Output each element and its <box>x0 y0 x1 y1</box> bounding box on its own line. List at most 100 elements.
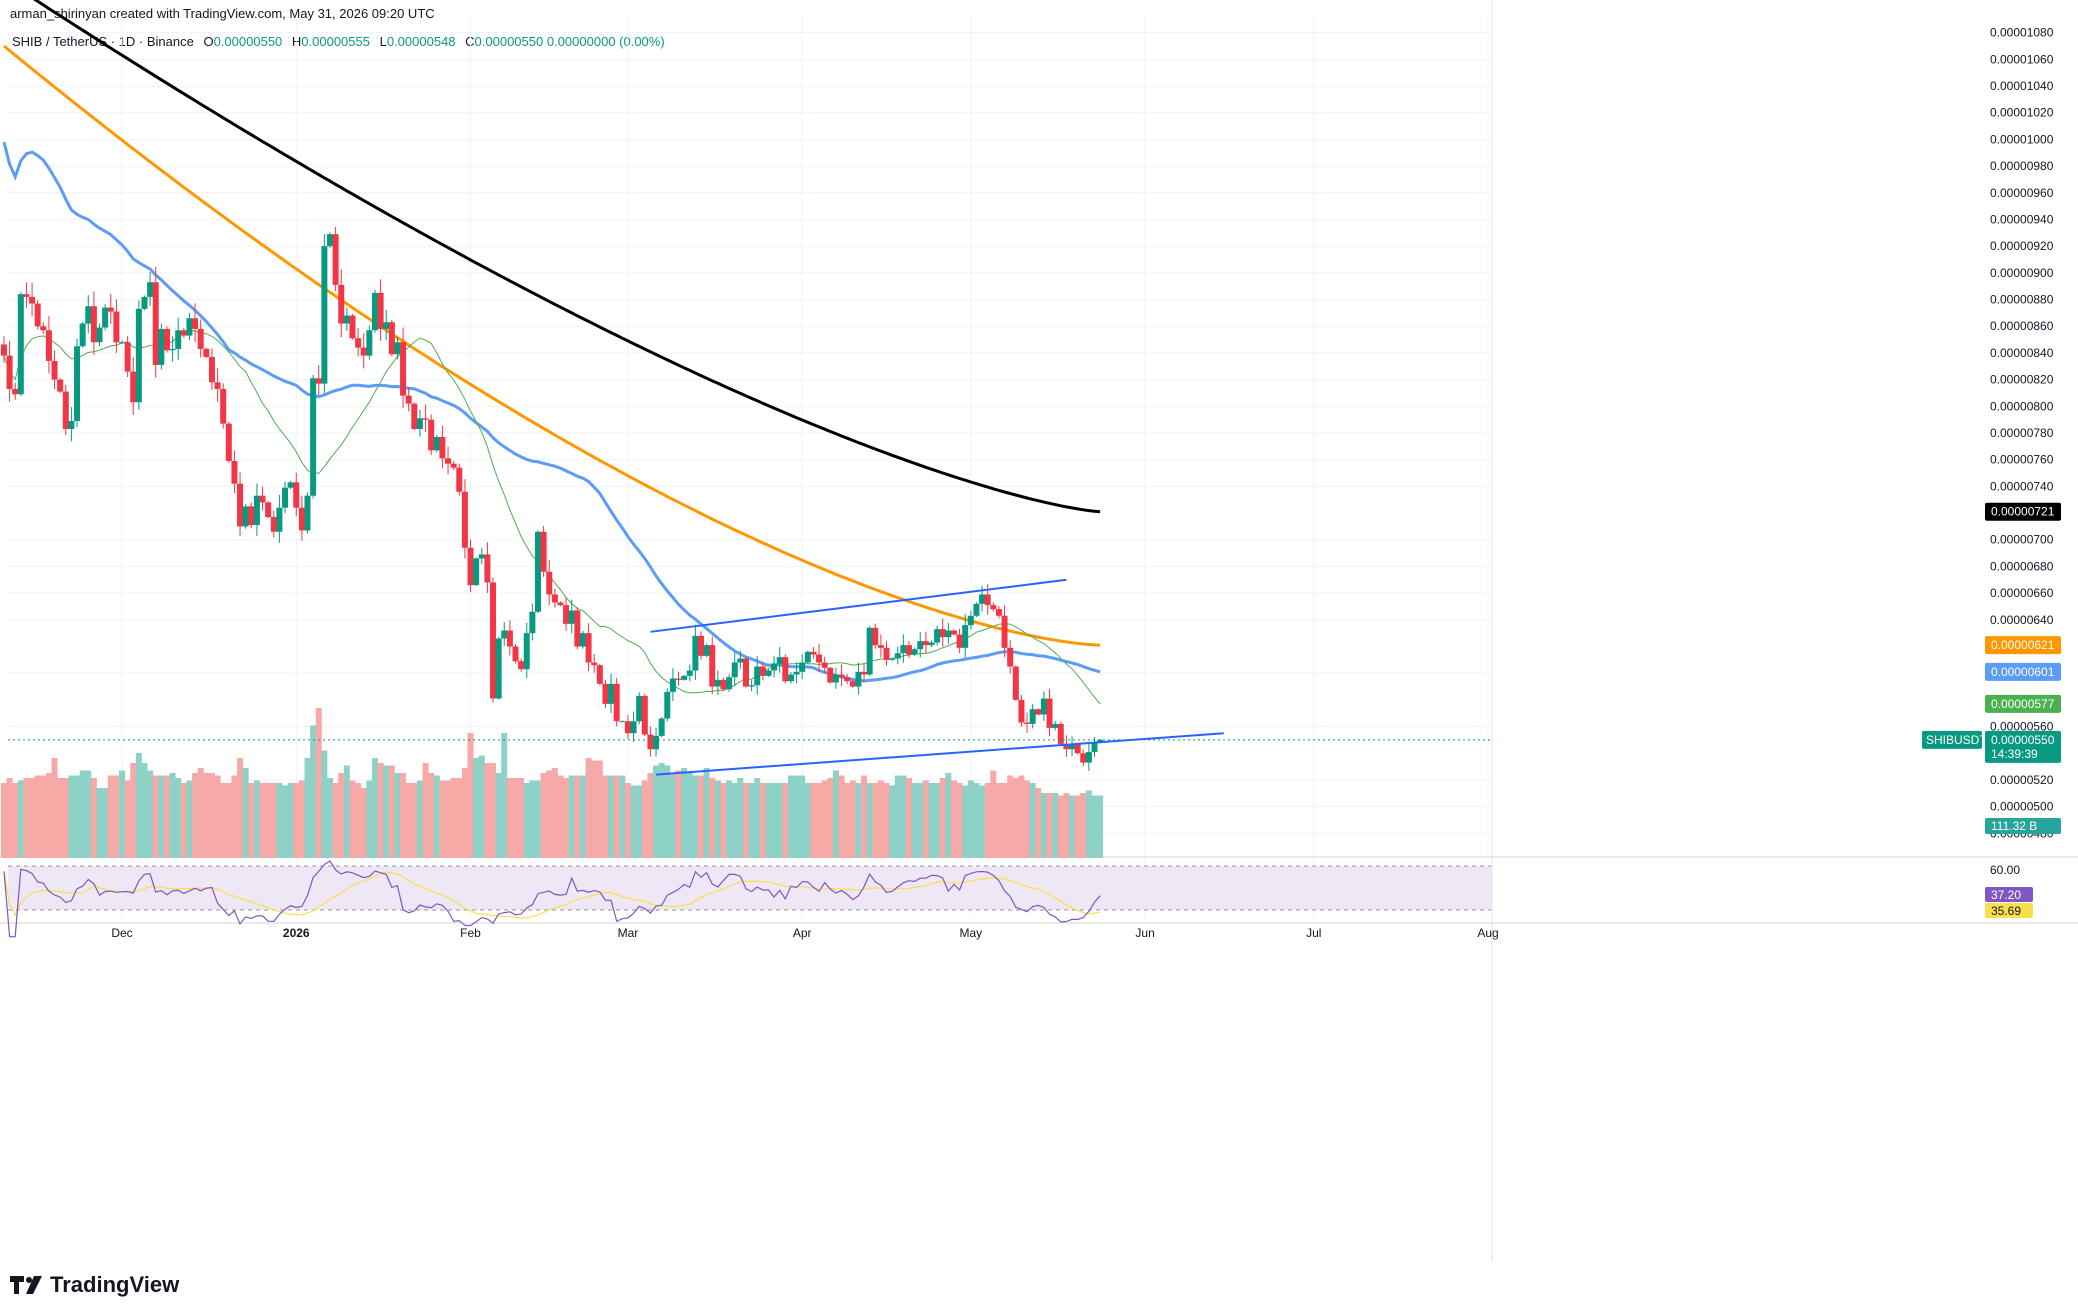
candle-body <box>57 379 64 392</box>
candle-body <box>1063 743 1070 750</box>
candle-body <box>282 487 289 508</box>
volume-bar <box>158 775 165 858</box>
ma-orange-price-label-bg <box>1985 636 2061 655</box>
ma-green-price-label: 0.00000577 <box>1991 697 2055 711</box>
last-price-label: 0.00000550 <box>1991 733 2055 747</box>
volume-bar <box>692 775 699 858</box>
volume-bar <box>366 780 373 858</box>
x-tick-label: Aug <box>1477 926 1498 940</box>
y-tick-label: 0.00000780 <box>1990 426 2054 440</box>
volume-bar <box>832 770 839 858</box>
candle-body <box>68 420 75 429</box>
ma-black-price-label: 0.00000721 <box>1991 505 2055 519</box>
candle-body <box>962 625 969 648</box>
price-badges: 0.00000721 0.00000621 0.00000601 0.00000577… <box>1922 502 2061 918</box>
volume-bar <box>849 780 856 858</box>
volume-bar <box>355 783 362 858</box>
tradingview-brand[interactable]: TradingView <box>10 1272 179 1298</box>
candle-body <box>214 382 221 389</box>
volume-bar <box>433 775 440 858</box>
candle-body <box>900 645 907 654</box>
candle-body <box>366 330 373 356</box>
volume-bar <box>872 783 879 858</box>
volume-bar <box>208 773 215 858</box>
candle-body <box>400 342 407 396</box>
candle-body <box>388 322 395 355</box>
volume-bar <box>686 773 693 858</box>
candle-body <box>349 315 356 339</box>
candle-body <box>698 635 705 656</box>
y-tick-label: 0.00000520 <box>1990 773 2054 787</box>
candle-body <box>197 328 204 349</box>
candle-body <box>709 645 716 687</box>
x-tick-label: Jun <box>1135 926 1154 940</box>
volume-bar <box>905 778 912 858</box>
volume-bar <box>102 788 109 858</box>
candle-body <box>467 547 474 586</box>
volume-bar <box>1001 783 1008 858</box>
volume-bar <box>1040 793 1047 858</box>
volume-bar <box>416 780 423 858</box>
candle-body <box>450 463 457 468</box>
candle-body <box>810 651 817 655</box>
candle-body <box>748 685 755 687</box>
candle-body <box>304 495 311 531</box>
volume-bar <box>934 783 941 858</box>
volume-bar <box>400 773 407 858</box>
volume-bar <box>619 775 626 858</box>
volume-bar <box>186 780 193 858</box>
volume-bar <box>383 765 390 858</box>
volume-bar <box>698 775 705 858</box>
volume-value-label: 111.32 B <box>1991 819 2037 833</box>
volume-bar <box>714 780 721 858</box>
volume-bar <box>956 783 963 858</box>
candle-body <box>641 695 648 735</box>
candle-body <box>731 662 738 678</box>
volume-bar <box>990 770 997 858</box>
candle-body <box>371 292 378 331</box>
candle-body <box>1035 709 1042 715</box>
candle-body <box>529 611 536 634</box>
candle-body <box>433 436 440 451</box>
y-tick-label: 0.00000840 <box>1990 346 2054 360</box>
candle-body <box>1007 647 1014 667</box>
candle-body <box>445 458 452 464</box>
volume-bar <box>371 758 378 858</box>
candle-body <box>1069 743 1076 750</box>
candle-body <box>107 307 114 312</box>
rsi-value-label: 37.20 <box>1991 888 2021 902</box>
y-tick-label: 0.00001060 <box>1990 52 2054 66</box>
volume-bar <box>950 780 957 858</box>
ma-orange-line <box>3 44 1101 647</box>
volume-bar <box>445 780 452 858</box>
change-value: 0.00000000 (0.00%) <box>546 34 665 49</box>
candle-body <box>484 554 491 583</box>
y-tick-label: 0.00000800 <box>1990 399 2054 413</box>
candle-body <box>939 629 946 638</box>
open-value: 0.00000550 <box>213 34 283 49</box>
ma-green-price-label-bg <box>1985 694 2061 713</box>
volume-bar <box>231 775 238 858</box>
candle-body <box>804 651 811 663</box>
close-value: 0.00000550 <box>474 34 544 49</box>
volume-bar <box>0 783 7 858</box>
candles <box>0 226 1104 771</box>
candle-body <box>124 342 131 372</box>
volume-bar <box>731 783 738 858</box>
candle-body <box>911 649 918 655</box>
volume-bar <box>1063 793 1070 858</box>
volume-bar <box>40 775 47 858</box>
y-tick-label: 0.00001020 <box>1990 106 2054 120</box>
grid-lines <box>8 16 1492 918</box>
candle-body <box>62 391 69 429</box>
candle-body <box>720 679 727 690</box>
volume-bar <box>405 783 412 858</box>
close-label: C <box>465 34 475 49</box>
volume-bar <box>630 785 637 858</box>
candle-body <box>1012 666 1019 700</box>
y-tick-label: 0.00000860 <box>1990 319 2054 333</box>
candle-body <box>338 284 345 324</box>
candle-body <box>90 306 97 343</box>
candle-body <box>546 571 553 595</box>
